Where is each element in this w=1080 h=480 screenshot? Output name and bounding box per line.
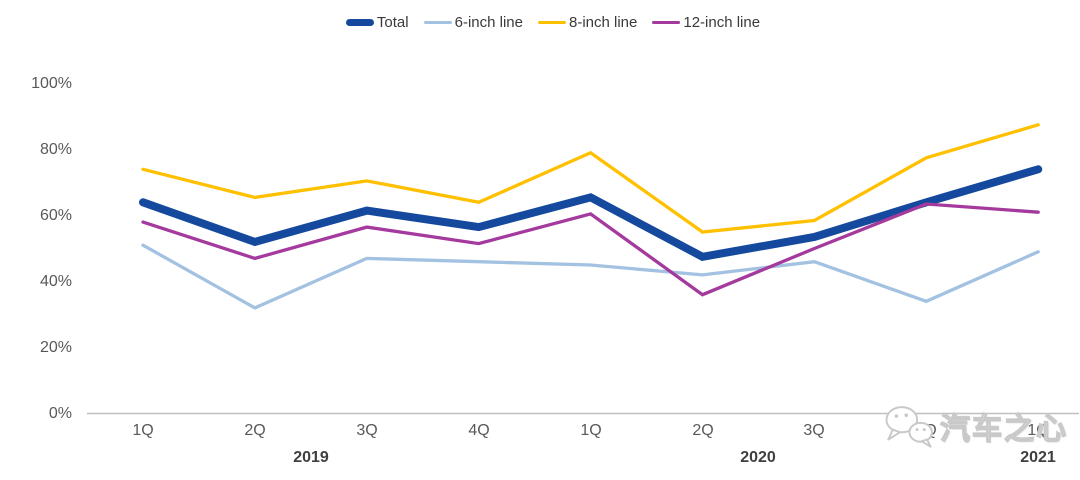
legend-item-total: Total — [345, 14, 409, 31]
legend-item-6-inch: 6-inch line — [423, 14, 523, 31]
x-tick-label: 1Q — [132, 422, 154, 439]
x-tick-label: 2Q — [692, 422, 714, 439]
year-label: 2019 — [293, 449, 329, 466]
y-tick-label: 60% — [39, 207, 72, 224]
y-tick-label: 20% — [39, 339, 72, 356]
legend-swatch-8-inch — [537, 20, 566, 25]
legend-label-8-inch: 8-inch line — [568, 14, 638, 31]
legend-swatch-12-inch — [652, 20, 681, 25]
x-tick-label: 1Q — [580, 422, 602, 439]
year-label: 2020 — [740, 449, 776, 466]
legend-label-12-inch: 12-inch line — [683, 14, 761, 31]
legend-swatch-6-inch — [423, 20, 452, 25]
series-line-6-inch-line — [141, 243, 1040, 310]
legend-swatch-total — [345, 19, 374, 26]
legend-label-total: Total — [376, 14, 409, 31]
y-tick-label: 80% — [39, 141, 72, 158]
y-tick-label: 100% — [31, 75, 72, 92]
legend-item-12-inch: 12-inch line — [652, 14, 760, 31]
x-tick-label: 3Q — [356, 422, 378, 439]
legend-label-6-inch: 6-inch line — [454, 14, 523, 31]
x-tick-label: 4Q — [468, 422, 490, 439]
series-line-12-inch-line — [141, 202, 1040, 297]
x-tick-label: 3Q — [803, 422, 825, 439]
legend-item-8-inch: 8-inch line — [537, 14, 638, 31]
series-line-8-inch-line — [141, 123, 1040, 234]
y-tick-label: 0% — [48, 405, 72, 422]
y-tick-label: 40% — [39, 273, 72, 290]
x-tick-label: 4Q — [915, 422, 937, 439]
series-line-total — [139, 165, 1043, 261]
x-tick-label: 1Q — [1027, 422, 1049, 439]
x-tick-label: 2Q — [244, 422, 266, 439]
year-label: 2021 — [1020, 449, 1056, 466]
legend: Total 6-inch line 8-inch line 12-inch li… — [0, 14, 1080, 31]
